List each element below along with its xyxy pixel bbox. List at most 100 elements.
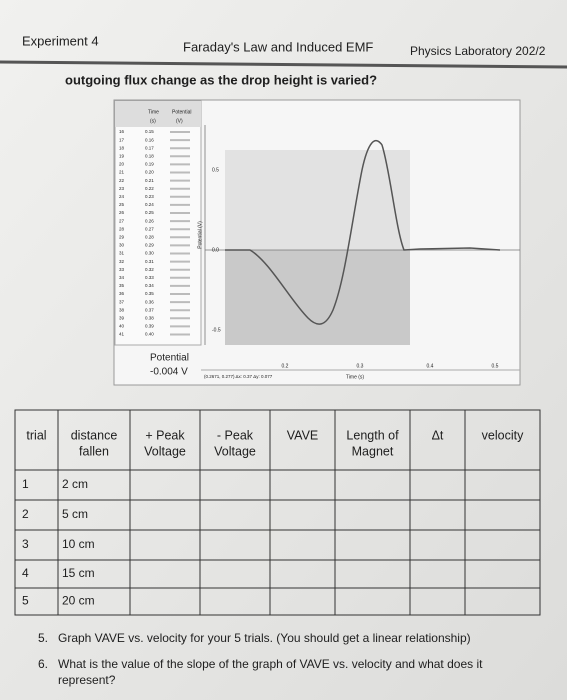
- selection-region: [225, 250, 410, 345]
- row-time: 0.28: [145, 234, 154, 239]
- row-number: 29: [119, 234, 125, 239]
- voltage-curve: [225, 140, 501, 325]
- trial-number: 4: [22, 566, 29, 580]
- trial-number: 2: [22, 507, 29, 521]
- header-left: Experiment 4: [22, 33, 99, 48]
- column-header: Voltage: [214, 444, 256, 458]
- column-header: fallen: [79, 444, 109, 458]
- column-header: velocity: [482, 428, 524, 442]
- column-header: trial: [26, 428, 46, 442]
- x-tick-label: 0.5: [492, 363, 499, 369]
- row-time: 0.36: [145, 299, 154, 304]
- row-number: 38: [119, 307, 125, 312]
- distance: 20 cm: [62, 594, 95, 608]
- selection-region-top: [225, 150, 410, 250]
- trial-number: 5: [22, 594, 29, 608]
- row-time: 0.19: [145, 162, 154, 167]
- row-time: 0.29: [145, 243, 154, 248]
- row-number: 19: [119, 153, 125, 158]
- table-frame: [14, 409, 541, 616]
- x-axis-label: Time (s): [346, 374, 364, 380]
- row-time: 0.24: [145, 202, 154, 207]
- row-number: 34: [119, 275, 125, 280]
- question-text: What is the value of the slope of the gr…: [58, 657, 483, 671]
- row-time: 0.27: [145, 226, 154, 231]
- header-rule: [0, 60, 567, 69]
- row-number: 37: [119, 299, 125, 304]
- column-header: Voltage: [144, 444, 186, 458]
- row-time: 0.17: [145, 145, 154, 150]
- row-number: 35: [119, 283, 125, 288]
- question-text: Graph VAVE vs. velocity for your 5 trial…: [58, 631, 471, 645]
- row-number: 21: [119, 170, 125, 175]
- readout-label: Potential: [150, 353, 189, 364]
- y-tick-label: -0.5: [212, 327, 221, 333]
- row-time: 0.30: [145, 251, 154, 256]
- row-number: 30: [119, 243, 125, 248]
- row-time: 0.38: [145, 315, 154, 320]
- readout-value: -0.004 V: [150, 367, 188, 378]
- row-number: 24: [119, 194, 125, 199]
- y-tick-label: 0.0: [212, 247, 219, 253]
- row-number: 27: [119, 218, 125, 223]
- y-tick-label: 0.5: [212, 167, 219, 173]
- y-axis-label: Potential (V): [197, 221, 203, 249]
- row-number: 20: [119, 162, 125, 167]
- row-time: 0.40: [145, 332, 154, 337]
- column-unit: (s): [150, 118, 156, 124]
- distance: 2 cm: [62, 477, 88, 491]
- x-tick-label: 0.3: [357, 363, 364, 369]
- row-number: 22: [119, 178, 125, 183]
- row-time: 0.18: [145, 153, 154, 158]
- x-tick-label: 0.2: [282, 363, 289, 369]
- column-header: VAVE: [287, 428, 319, 442]
- row-time: 0.15: [145, 129, 154, 134]
- row-number: 26: [119, 210, 125, 215]
- row-number: 16: [119, 129, 125, 134]
- row-number: 25: [119, 202, 125, 207]
- column-header: - Peak: [217, 428, 254, 442]
- row-time: 0.39: [145, 324, 154, 329]
- row-time: 0.23: [145, 194, 154, 199]
- row-time: 0.25: [145, 210, 154, 215]
- row-number: 32: [119, 259, 125, 264]
- row-number: 39: [119, 315, 125, 320]
- row-time: 0.21: [145, 178, 154, 183]
- row-number: 41: [119, 332, 125, 337]
- row-time: 0.22: [145, 186, 154, 191]
- column-unit: (V): [176, 118, 183, 124]
- column-header: Length of: [346, 428, 399, 442]
- row-number: 31: [119, 251, 125, 256]
- data-table-frame: [114, 100, 202, 346]
- x-tick-label: 0.4: [427, 363, 434, 369]
- software-screenshot: [113, 99, 521, 386]
- prompt: outgoing flux change as the drop height …: [65, 72, 377, 87]
- row-number: 36: [119, 291, 125, 296]
- row-time: 0.20: [145, 170, 154, 175]
- generated: Time Potential (s) (V) 16 0.15 17 0.16 18 0.17 19 0…: [14, 109, 541, 687]
- status-text: (0.2671, 0.277) Δx: 0.37 Δy: 0.077: [204, 374, 273, 379]
- column-header: Δt: [432, 428, 444, 442]
- row-number: 40: [119, 324, 125, 329]
- question-number: 6.: [38, 657, 48, 671]
- question-number: 5.: [38, 631, 48, 645]
- row-time: 0.31: [145, 259, 154, 264]
- row-time: 0.16: [145, 137, 154, 142]
- column-header: Potential: [172, 109, 191, 115]
- row-number: 23: [119, 186, 125, 191]
- question-text: represent?: [58, 673, 116, 687]
- data-table-header: [115, 101, 201, 127]
- column-header: Magnet: [352, 444, 394, 458]
- row-number: 33: [119, 267, 125, 272]
- row-number: 17: [119, 137, 125, 142]
- trial-number: 1: [22, 477, 29, 491]
- distance: 15 cm: [62, 566, 95, 580]
- row-number: 18: [119, 145, 125, 150]
- header-center: Faraday's Law and Induced EMF: [183, 39, 373, 54]
- column-header: distance: [71, 428, 118, 442]
- distance: 10 cm: [62, 537, 95, 551]
- row-time: 0.26: [145, 218, 154, 223]
- distance: 5 cm: [62, 507, 88, 521]
- header-right: Physics Laboratory 202/2: [410, 44, 546, 58]
